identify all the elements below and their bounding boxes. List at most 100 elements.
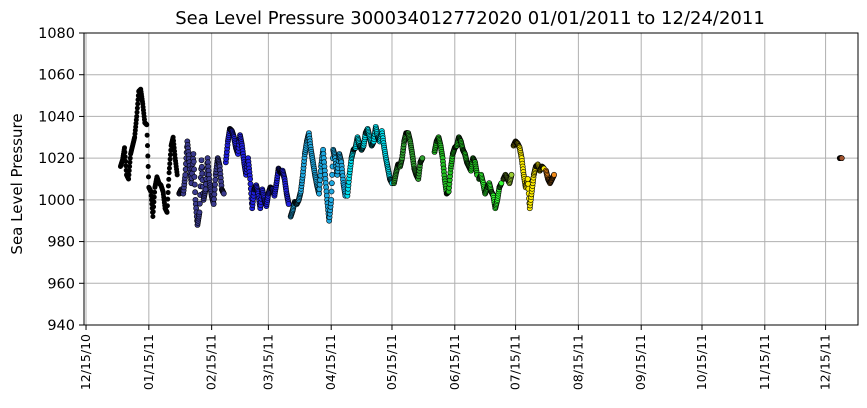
data-series: [391, 130, 426, 187]
data-point: [122, 145, 128, 151]
data-point: [328, 180, 335, 187]
x-tick-label: 12/15/10: [78, 334, 93, 390]
data-series: [222, 126, 292, 212]
data-point: [329, 171, 336, 178]
x-tick-label: 11/15/11: [757, 334, 772, 390]
data-series: [510, 138, 547, 212]
x-tick-label: 04/15/11: [323, 334, 338, 390]
plot-frame: [83, 32, 859, 326]
data-point: [838, 155, 845, 162]
data-point: [151, 199, 157, 205]
data-point: [190, 158, 197, 165]
data-series: [476, 171, 505, 212]
data-point: [210, 201, 217, 207]
data-point: [135, 101, 141, 107]
data-point: [191, 166, 197, 173]
data-point: [165, 183, 171, 189]
chart-title: Sea Level Pressure 300034012772020 01/01…: [175, 8, 765, 29]
data-point: [220, 190, 227, 197]
data-point: [135, 97, 141, 103]
data-point: [127, 163, 133, 169]
x-tick-label: 08/15/11: [570, 334, 585, 390]
data-point: [126, 172, 132, 178]
data-point: [508, 171, 515, 178]
data-series: [344, 123, 395, 199]
data-point: [198, 163, 205, 170]
y-tick-label: 1080: [38, 26, 75, 42]
data-point: [122, 149, 128, 155]
data-point: [166, 170, 172, 176]
data-point: [190, 151, 197, 157]
data-point: [165, 196, 171, 202]
axes: 940 960 980 1000 1020 1040 1060 1080 12/15/10 01/…: [38, 26, 832, 390]
data-series: [543, 167, 557, 187]
data-point: [247, 180, 254, 187]
data-series: [287, 130, 349, 224]
data-point: [192, 189, 198, 196]
data-point: [524, 176, 531, 182]
data-point: [419, 155, 426, 162]
data-point: [123, 158, 129, 164]
y-tick-label: 1020: [38, 151, 75, 167]
data-point: [182, 171, 189, 178]
y-tick-label: 1040: [38, 109, 75, 125]
data-point: [211, 196, 217, 203]
data-point: [174, 172, 180, 178]
y-axis-label: Sea Level Pressure: [8, 113, 26, 254]
x-tick-label: 02/15/11: [204, 334, 219, 390]
data-point: [152, 189, 158, 195]
data-point: [151, 194, 157, 200]
data-point: [166, 176, 172, 182]
data-point: [134, 113, 140, 119]
x-tick-label: 05/15/11: [384, 334, 399, 390]
data-point: [551, 171, 557, 178]
data-point: [146, 174, 152, 180]
x-tick-label: 03/15/11: [260, 334, 275, 390]
data-point: [144, 132, 150, 138]
data-point: [150, 209, 156, 215]
data-point: [165, 190, 171, 196]
data-point: [166, 165, 172, 171]
data-point: [167, 152, 173, 158]
plot-area: [117, 86, 845, 228]
x-tick-label: 01/15/11: [141, 334, 156, 390]
data-point: [167, 156, 173, 162]
data-point: [164, 209, 170, 215]
data-point: [134, 105, 140, 111]
y-tick-label: 980: [47, 235, 75, 251]
data-series: [117, 86, 180, 220]
data-series: [500, 171, 515, 187]
data-point: [196, 209, 203, 216]
data-point: [144, 122, 150, 128]
data-point: [202, 186, 209, 193]
data-point: [145, 153, 151, 159]
data-point: [196, 200, 203, 207]
y-tick-label: 960: [47, 276, 75, 292]
data-point: [150, 214, 156, 220]
x-tick-label: 12/15/11: [818, 334, 833, 390]
data-point: [167, 161, 173, 167]
data-point: [191, 181, 198, 188]
data-series: [176, 138, 227, 228]
data-point: [134, 109, 140, 115]
x-tick-label: 09/15/11: [633, 334, 648, 390]
data-series: [836, 155, 845, 162]
data-point: [198, 157, 205, 164]
x-tick-label: 07/15/11: [508, 334, 523, 390]
data-point: [122, 154, 128, 160]
data-point: [285, 201, 292, 207]
data-point: [212, 181, 218, 188]
x-tick-label: 06/15/11: [447, 334, 462, 390]
data-point: [144, 143, 150, 149]
data-point: [247, 176, 254, 182]
data-point: [151, 204, 157, 210]
data-point: [328, 188, 335, 195]
data-point: [127, 155, 133, 161]
data-point: [127, 159, 133, 165]
data-point: [191, 174, 198, 180]
data-point: [328, 196, 335, 203]
data-point: [164, 203, 170, 209]
x-tick-label: 10/15/11: [694, 334, 709, 390]
data-point: [126, 168, 132, 174]
